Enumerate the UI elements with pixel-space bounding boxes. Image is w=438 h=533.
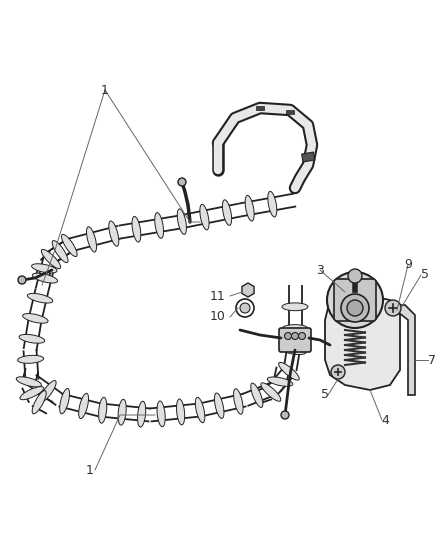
Ellipse shape xyxy=(215,393,224,418)
Bar xyxy=(302,152,315,162)
Ellipse shape xyxy=(279,362,299,380)
Ellipse shape xyxy=(118,399,126,425)
Ellipse shape xyxy=(261,383,281,401)
Ellipse shape xyxy=(32,264,57,273)
Ellipse shape xyxy=(19,334,45,343)
Text: 4: 4 xyxy=(381,414,389,426)
Circle shape xyxy=(299,333,305,340)
Circle shape xyxy=(292,333,299,340)
Polygon shape xyxy=(390,305,415,395)
Circle shape xyxy=(348,269,362,283)
FancyBboxPatch shape xyxy=(279,328,311,352)
Circle shape xyxy=(385,300,401,316)
Ellipse shape xyxy=(223,200,232,225)
Ellipse shape xyxy=(268,191,277,217)
Ellipse shape xyxy=(280,346,306,354)
Ellipse shape xyxy=(99,397,107,423)
Text: 5: 5 xyxy=(421,269,429,281)
Ellipse shape xyxy=(177,209,187,235)
Circle shape xyxy=(240,303,250,313)
Ellipse shape xyxy=(23,313,48,323)
Text: 1: 1 xyxy=(86,464,94,477)
Text: 1: 1 xyxy=(101,84,109,96)
Ellipse shape xyxy=(138,401,146,427)
Ellipse shape xyxy=(32,391,46,414)
Ellipse shape xyxy=(87,227,96,252)
Ellipse shape xyxy=(52,240,68,263)
Ellipse shape xyxy=(109,221,119,246)
Polygon shape xyxy=(242,283,254,297)
Ellipse shape xyxy=(20,386,44,400)
Circle shape xyxy=(285,333,292,340)
FancyBboxPatch shape xyxy=(334,279,376,321)
Ellipse shape xyxy=(267,377,293,386)
Circle shape xyxy=(331,365,345,379)
Circle shape xyxy=(281,411,289,419)
Ellipse shape xyxy=(245,196,254,221)
Ellipse shape xyxy=(32,273,58,283)
Text: 10: 10 xyxy=(210,311,226,324)
Ellipse shape xyxy=(282,325,308,333)
Circle shape xyxy=(341,294,369,322)
Ellipse shape xyxy=(157,401,165,427)
Ellipse shape xyxy=(251,383,263,407)
Ellipse shape xyxy=(60,389,70,414)
Ellipse shape xyxy=(28,293,53,303)
Ellipse shape xyxy=(233,389,243,414)
Text: 7: 7 xyxy=(428,353,436,367)
Text: 9: 9 xyxy=(404,259,412,271)
Bar xyxy=(286,110,294,114)
Circle shape xyxy=(18,276,26,284)
Ellipse shape xyxy=(18,356,44,364)
Polygon shape xyxy=(325,295,400,390)
Text: 5: 5 xyxy=(321,389,329,401)
Circle shape xyxy=(327,272,383,328)
Ellipse shape xyxy=(282,303,308,311)
Ellipse shape xyxy=(61,235,77,256)
Ellipse shape xyxy=(41,249,60,269)
Circle shape xyxy=(236,299,254,317)
Text: 11: 11 xyxy=(210,289,226,303)
Text: 3: 3 xyxy=(316,263,324,277)
Ellipse shape xyxy=(177,399,185,425)
Circle shape xyxy=(178,178,186,186)
Ellipse shape xyxy=(195,397,205,423)
Ellipse shape xyxy=(200,204,209,230)
Ellipse shape xyxy=(79,393,88,418)
Ellipse shape xyxy=(40,381,56,402)
Ellipse shape xyxy=(16,377,42,387)
Bar xyxy=(256,106,264,110)
Ellipse shape xyxy=(155,213,163,238)
Circle shape xyxy=(347,300,363,316)
Ellipse shape xyxy=(132,216,141,242)
